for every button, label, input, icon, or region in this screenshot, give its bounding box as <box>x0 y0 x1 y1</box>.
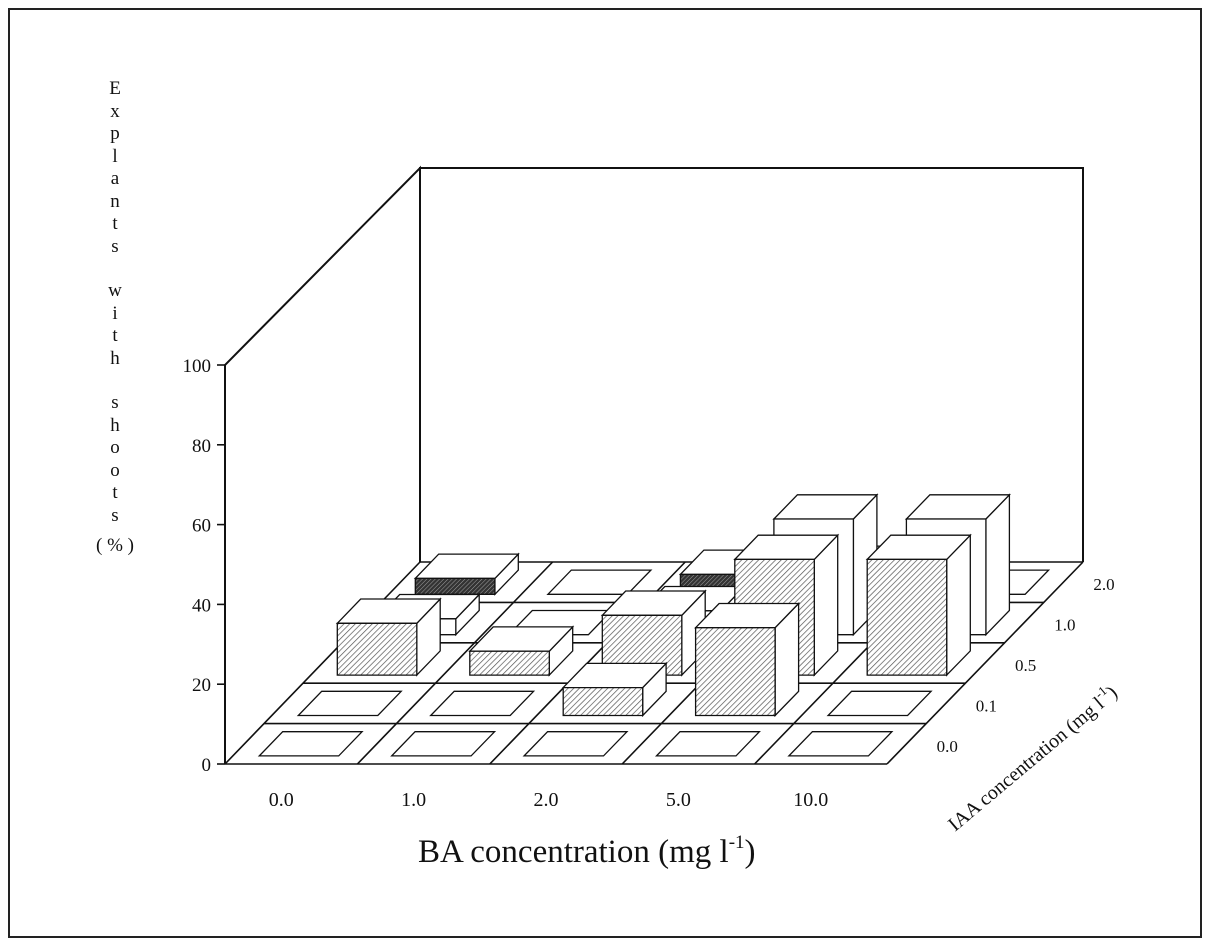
y-axis-label-char: t <box>112 482 118 503</box>
y-axis-label-char: l <box>112 145 118 167</box>
bar-base <box>546 569 653 595</box>
bar-front <box>866 558 948 676</box>
bar <box>257 731 364 757</box>
bar <box>826 690 933 717</box>
y-axis-label-char: x <box>110 100 120 122</box>
bar-base <box>826 690 933 717</box>
z-tick-label: 0.1 <box>976 696 997 715</box>
bar <box>865 533 972 677</box>
y-axis-label-char: a <box>110 168 120 189</box>
bar-base <box>390 731 497 757</box>
y-axis-ticks: 0 20 40 60 80 100 <box>183 356 225 776</box>
x-tick-label: 0.0 <box>269 789 294 811</box>
bar-base <box>296 690 403 717</box>
bar <box>390 731 497 757</box>
bar <box>413 552 520 596</box>
z-axis-label: IAA concentration (mg l-1) <box>942 679 1122 836</box>
z-axis-ticks: 0.0 0.1 0.5 1.0 2.0 <box>937 575 1115 756</box>
bar <box>522 731 629 757</box>
y-tick-label: 100 <box>183 356 212 377</box>
bar <box>787 731 894 757</box>
bar-front <box>414 577 496 595</box>
y-axis-label-char: o <box>110 437 120 458</box>
bar <box>546 569 653 595</box>
y-axis-label-char: n <box>110 190 120 212</box>
bar-base <box>522 731 629 757</box>
bar-base <box>429 690 536 717</box>
x-axis-ticks: 0.0 1.0 2.0 5.0 10.0 <box>269 789 829 811</box>
bar <box>600 589 707 677</box>
bar <box>429 690 536 717</box>
y-tick-label: 60 <box>192 516 211 537</box>
x-tick-label: 10.0 <box>793 789 828 811</box>
y-tick-label: 80 <box>192 436 211 457</box>
y-axis-label-char: s <box>111 235 119 257</box>
y-tick-label: 0 <box>202 755 212 776</box>
back-wall <box>419 167 1084 562</box>
z-tick-label: 2.0 <box>1093 575 1114 594</box>
floor-grid-line <box>356 561 554 765</box>
bar-base <box>257 731 364 757</box>
x-axis-label: BA concentration (mg l-1) <box>418 832 756 870</box>
y-axis-label-char: t <box>112 325 118 346</box>
z-tick-label: 1.0 <box>1054 616 1075 635</box>
y-axis-label-char: s <box>111 504 119 526</box>
z-tick-label: 0.5 <box>1015 656 1036 675</box>
bar <box>694 601 801 718</box>
y-axis-label-char: i <box>112 302 118 324</box>
chart-bars <box>257 493 1051 757</box>
y-axis-label-char: p <box>110 123 120 144</box>
y-axis-label-char: o <box>110 459 120 481</box>
y-axis-label-char: t <box>112 213 118 234</box>
y-axis-label-char: h <box>110 414 120 436</box>
bar-front <box>469 650 550 676</box>
bar <box>561 661 668 718</box>
y-tick-label: 40 <box>192 595 211 616</box>
x-tick-label: 2.0 <box>534 789 559 811</box>
bar-base <box>787 731 894 757</box>
floor-grid-line <box>886 561 1084 765</box>
x-tick-label: 1.0 <box>401 789 426 811</box>
floor-grid-line <box>224 561 421 765</box>
bar-front <box>694 627 776 717</box>
y-axis-label-unit: ( % ) <box>96 535 134 556</box>
bar <box>468 625 575 677</box>
y-axis-label-char: E <box>109 78 121 99</box>
figure-frame <box>8 8 1202 938</box>
y-axis-label-char: s <box>111 392 119 413</box>
chart-walls <box>224 165 1084 764</box>
y-tick-label: 20 <box>192 675 211 696</box>
x-tick-label: 5.0 <box>666 789 691 811</box>
y-axis-label-char: h <box>110 347 120 369</box>
bar-front <box>336 622 418 676</box>
y-axis-label-char: w <box>108 280 122 301</box>
z-tick-label: 0.0 <box>937 737 958 756</box>
bar-front <box>562 686 644 717</box>
bar <box>296 690 403 717</box>
bar <box>335 597 442 677</box>
bar-base <box>654 731 761 757</box>
bar <box>654 731 761 757</box>
